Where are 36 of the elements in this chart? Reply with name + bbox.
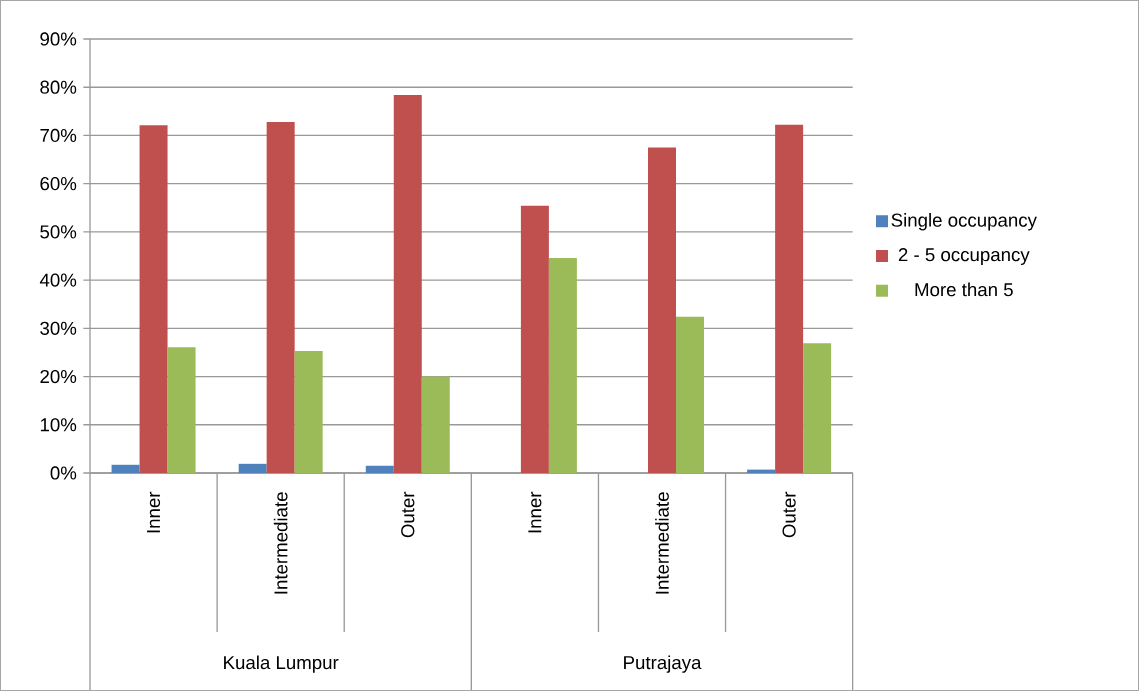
bar <box>520 205 549 473</box>
x-tick-label: Inner <box>528 491 542 533</box>
y-tick-label: 80% <box>40 80 77 94</box>
y-tick-label: 50% <box>40 225 77 239</box>
y-tick-label: 40% <box>39 273 77 287</box>
bar <box>775 124 804 473</box>
y-tick-label: 90% <box>40 32 77 46</box>
bar <box>238 463 267 473</box>
bar <box>266 121 295 473</box>
x-tick-label: Outer <box>401 491 415 538</box>
y-tick-label: 30% <box>40 321 77 335</box>
y-tick-label: 70% <box>40 128 77 143</box>
bar <box>803 343 832 473</box>
bar <box>111 464 140 473</box>
y-tick-label: 10% <box>40 418 77 432</box>
bar <box>294 350 323 473</box>
x-tick-label: Outer <box>782 491 796 538</box>
x-tick-label: Intermediate <box>273 492 288 594</box>
bar <box>648 147 676 473</box>
y-tick-label: 60% <box>40 177 77 191</box>
text: Putrajaya <box>624 655 702 673</box>
bar <box>548 257 577 473</box>
bar <box>393 94 422 473</box>
legend-label: Single occupancy <box>891 213 1037 231</box>
legend-label: 2 - 5 occupancy <box>898 248 1030 265</box>
y-tick-label: 0% <box>50 466 77 480</box>
bar <box>167 347 196 473</box>
bar <box>365 465 394 473</box>
bar <box>676 316 704 473</box>
x-tick-label: Inner <box>147 491 161 533</box>
y-tick-label: 20% <box>40 369 77 384</box>
bar <box>139 125 168 473</box>
x-tick-label: Intermediate <box>655 492 669 594</box>
text: Kuala Lumpur <box>224 655 339 673</box>
bar <box>421 376 450 473</box>
legend-label: More than 5 <box>915 282 1013 297</box>
